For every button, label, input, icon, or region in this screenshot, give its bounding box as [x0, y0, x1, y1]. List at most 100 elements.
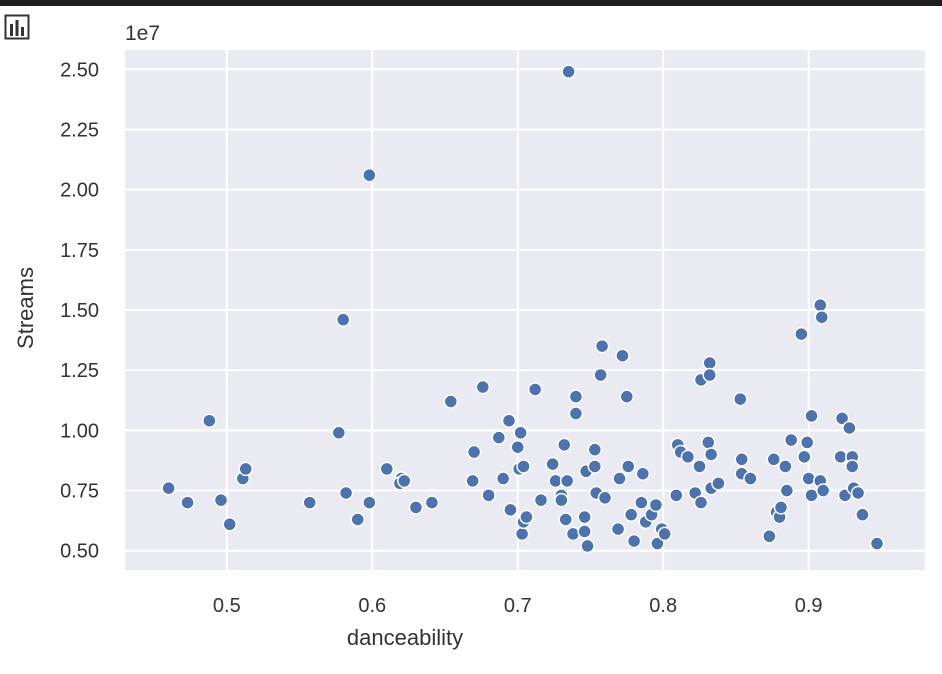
x-tick-label: 0.7	[504, 595, 532, 617]
y-tick-label: 0.50	[60, 541, 99, 563]
data-point	[559, 473, 575, 489]
data-point	[766, 452, 781, 467]
data-point	[397, 473, 412, 489]
x-tick-label: 0.8	[649, 595, 677, 617]
data-point	[815, 483, 831, 498]
x-tick-label: 0.9	[795, 595, 823, 617]
data-point	[778, 459, 793, 474]
data-point	[222, 517, 237, 532]
y-tick-label: 1.25	[60, 360, 99, 382]
data-point	[794, 326, 809, 342]
data-point	[491, 430, 507, 445]
data-point	[335, 312, 351, 327]
y-axis-label: Streams	[13, 267, 38, 349]
data-point	[443, 394, 459, 409]
data-point	[635, 466, 651, 481]
data-point	[545, 456, 560, 472]
data-point	[842, 420, 857, 436]
data-point	[692, 459, 707, 474]
data-point	[799, 435, 815, 450]
data-point	[680, 449, 696, 465]
data-point	[513, 425, 528, 441]
data-point	[701, 435, 716, 450]
data-point	[587, 442, 603, 457]
data-point	[331, 425, 347, 441]
data-point	[338, 485, 354, 501]
data-point	[855, 507, 870, 522]
data-point	[669, 488, 684, 503]
y-tick-label: 1.50	[60, 300, 99, 322]
data-point	[703, 447, 719, 462]
data-point	[783, 432, 799, 448]
y-tick-label: 1.75	[60, 240, 99, 262]
data-point	[743, 471, 758, 486]
data-point	[161, 480, 176, 496]
data-point	[594, 338, 610, 354]
data-point	[773, 500, 789, 515]
data-point	[561, 64, 576, 79]
data-point	[612, 471, 627, 486]
data-point	[702, 367, 717, 383]
data-point	[621, 459, 636, 474]
data-point	[834, 411, 850, 426]
data-point	[510, 439, 525, 455]
x-axis-label: danceability	[347, 625, 463, 650]
data-point	[597, 490, 613, 506]
y-tick-label: 0.75	[60, 481, 99, 503]
data-point	[527, 382, 543, 397]
data-point	[465, 473, 480, 489]
data-point	[238, 461, 253, 477]
data-point	[213, 492, 229, 508]
data-point	[797, 449, 812, 465]
data-point	[501, 413, 517, 428]
bar-chart-icon[interactable]	[4, 14, 30, 40]
data-point	[362, 495, 377, 510]
y-tick-label: 2.00	[60, 180, 99, 202]
x-tick-label: 0.5	[213, 595, 241, 617]
data-point	[711, 476, 726, 491]
data-point	[424, 495, 440, 510]
data-point	[850, 485, 866, 501]
data-point	[180, 495, 195, 510]
data-point	[801, 471, 816, 486]
data-point	[503, 502, 518, 518]
data-point	[610, 521, 626, 537]
data-point	[869, 536, 885, 551]
data-point	[693, 495, 709, 510]
data-point	[733, 391, 748, 407]
data-point	[734, 452, 749, 467]
x-tick-label: 0.6	[358, 595, 386, 617]
y-tick-label: 2.25	[60, 119, 99, 141]
data-point	[657, 526, 672, 542]
data-point	[577, 509, 592, 525]
data-point	[619, 389, 635, 404]
data-point	[466, 444, 482, 460]
data-point	[554, 492, 569, 508]
data-point	[623, 507, 639, 522]
data-point	[362, 167, 377, 183]
data-point	[475, 379, 491, 395]
data-point	[615, 348, 630, 363]
data-point	[495, 471, 511, 486]
data-point	[519, 509, 534, 525]
data-point	[568, 389, 584, 404]
data-point	[845, 459, 860, 474]
data-point	[302, 495, 317, 510]
data-point	[814, 309, 829, 325]
data-point	[514, 526, 530, 542]
data-point	[565, 526, 581, 542]
data-point	[350, 512, 365, 527]
data-point	[577, 524, 592, 539]
data-point	[634, 495, 649, 510]
y-offset-label: 1e7	[125, 22, 160, 45]
data-point	[580, 538, 595, 554]
data-point	[593, 367, 608, 383]
data-point	[762, 529, 777, 544]
data-point	[813, 297, 828, 313]
data-point	[804, 408, 819, 424]
data-point	[650, 536, 665, 551]
data-point	[626, 533, 642, 549]
top-bar	[0, 0, 942, 6]
data-point	[202, 413, 217, 428]
data-point	[558, 512, 573, 527]
